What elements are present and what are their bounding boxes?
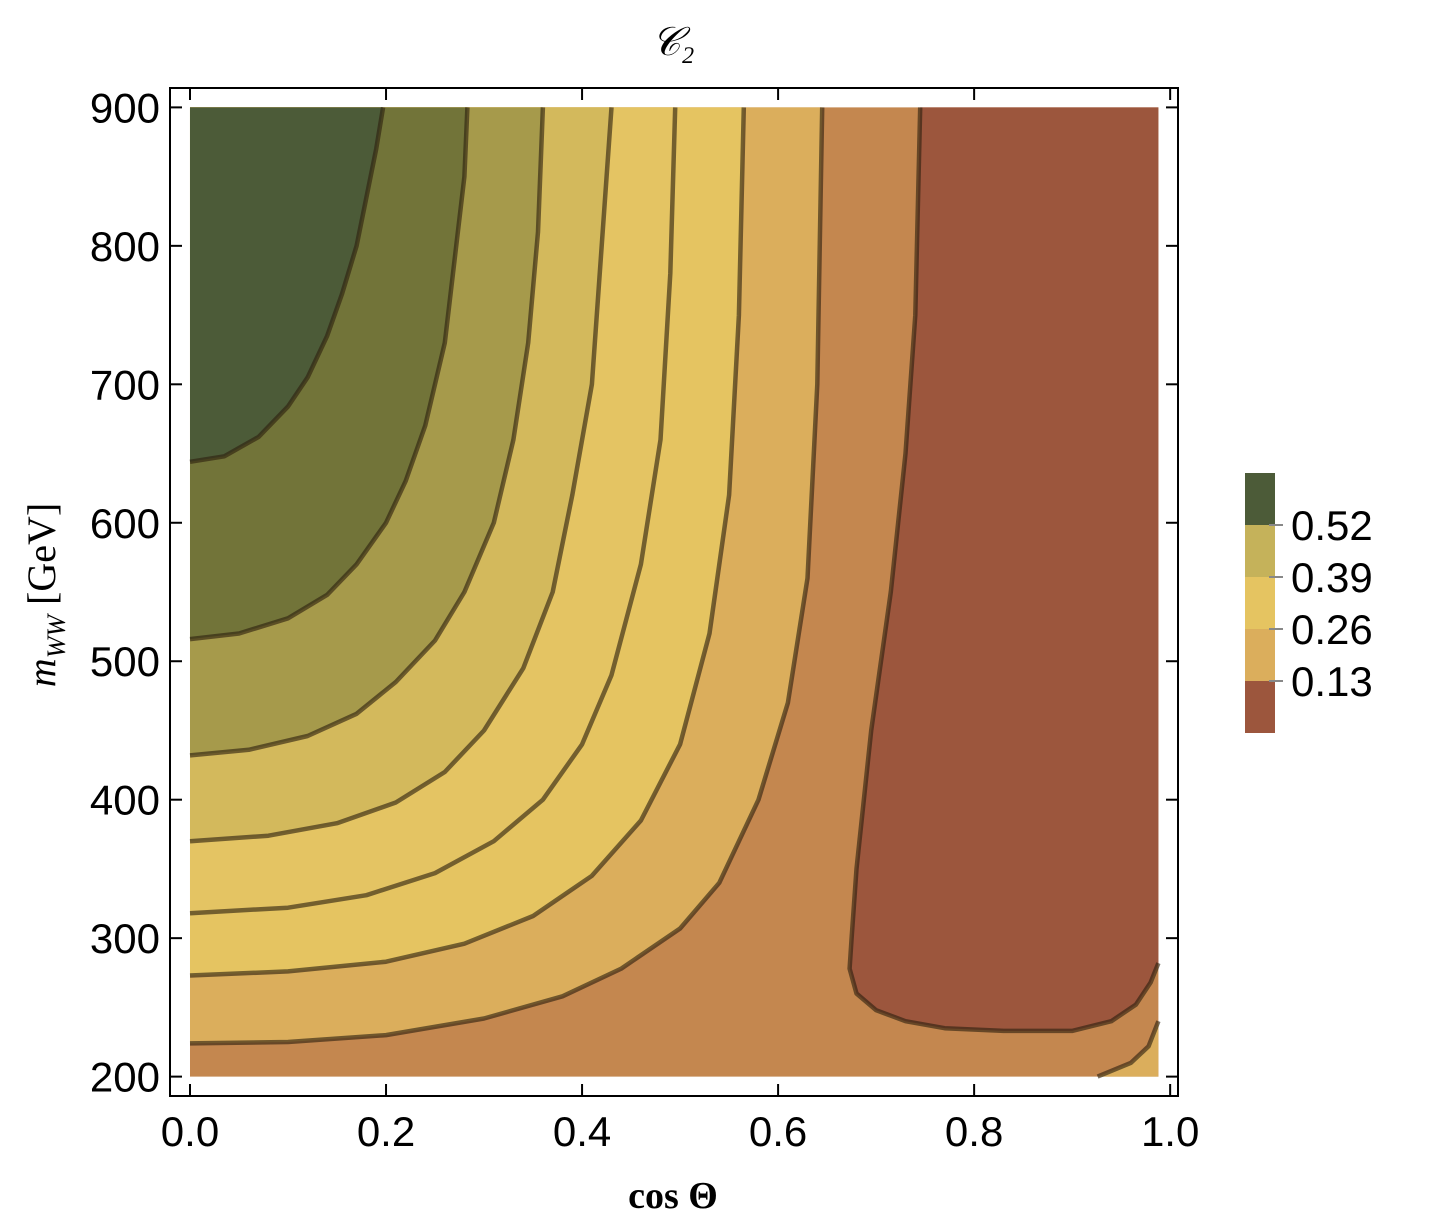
contour-line bbox=[189, 107, 386, 465]
contour-region bbox=[849, 107, 1159, 1031]
colorbar-tick-label: 0.39 bbox=[1291, 554, 1373, 601]
chart-title: 𝒞₂ bbox=[651, 19, 694, 64]
x-tick-label: 1.0 bbox=[1141, 1108, 1199, 1155]
colorbar-tick-label: 0.26 bbox=[1291, 606, 1373, 653]
contour-region bbox=[189, 107, 384, 462]
y-tick-label: 900 bbox=[90, 84, 160, 131]
colorbar-tick-label: 0.52 bbox=[1291, 502, 1373, 549]
contour-line bbox=[189, 107, 614, 844]
x-tick-label: 0.4 bbox=[553, 1108, 611, 1155]
y-label-unit: [GeV] bbox=[19, 503, 64, 605]
y-tick-label: 800 bbox=[90, 223, 160, 270]
contour-line bbox=[189, 107, 470, 642]
y-tick-label: 200 bbox=[90, 1054, 160, 1101]
colorbar-band bbox=[1245, 525, 1275, 577]
contour-line bbox=[847, 107, 1161, 1034]
x-axis-label: cos Θ bbox=[628, 1175, 718, 1217]
plot-frame bbox=[169, 87, 1179, 1097]
x-tick-label: 0.0 bbox=[161, 1108, 219, 1155]
contour-line bbox=[189, 107, 546, 758]
y-tick-label: 300 bbox=[90, 915, 160, 962]
y-label-var: m bbox=[19, 658, 64, 687]
contour-line bbox=[189, 107, 825, 1046]
y-tick-label: 400 bbox=[90, 777, 160, 824]
colorbar-band bbox=[1245, 629, 1275, 681]
y-tick-label: 500 bbox=[90, 638, 160, 685]
contour-line bbox=[189, 107, 678, 916]
x-tick-label: 0.8 bbox=[945, 1108, 1003, 1155]
x-tick-label: 0.2 bbox=[357, 1108, 415, 1155]
colorbar-band bbox=[1245, 681, 1275, 733]
contour-line bbox=[189, 107, 747, 978]
colorbar-band bbox=[1245, 473, 1275, 525]
colorbar-tick-label: 0.13 bbox=[1291, 658, 1373, 705]
y-tick-label: 600 bbox=[90, 500, 160, 547]
contour-region bbox=[1097, 1021, 1159, 1077]
x-tick-label: 0.6 bbox=[749, 1108, 807, 1155]
colorbar-band bbox=[1245, 577, 1275, 629]
y-label-sub: WW bbox=[42, 613, 71, 659]
contour-line bbox=[1096, 1020, 1161, 1079]
y-axis-label: mWW [GeV] bbox=[19, 503, 71, 687]
y-tick-label: 700 bbox=[90, 361, 160, 408]
